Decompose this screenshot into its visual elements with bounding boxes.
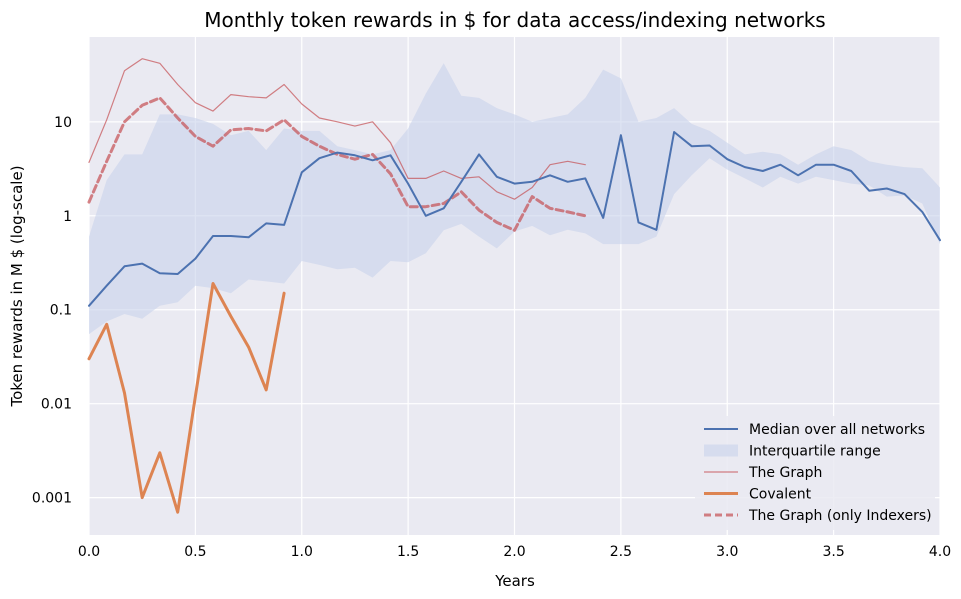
x-tick-label: 3.5 [822,544,844,560]
x-tick-label: 0.5 [184,544,206,560]
y-tick-label: 1 [63,209,72,225]
legend: Median over all networks Interquartile ra… [695,416,935,530]
series-covalent [87,282,286,514]
y-tick-label: 10 [54,115,72,131]
x-axis-ticks: 0.0 0.5 1.0 1.5 2.0 2.5 3.0 3.5 4.0 [78,544,951,560]
chart-title: Monthly token rewards in $ for data acce… [204,8,825,32]
x-axis-label: Years [494,572,535,590]
x-tick-label: 1.0 [291,544,313,560]
legend-item-covalent-label: Covalent [749,487,812,503]
x-tick-label: 2.0 [503,544,525,560]
legend-item-the-graph-label: The Graph [748,465,822,481]
legend-item-median-label: Median over all networks [749,422,925,438]
x-tick-label: 2.5 [610,544,632,560]
plot-series [87,58,941,514]
series-median [88,131,941,307]
y-axis-ticks: 0.001 0.01 0.1 1 10 [32,115,72,507]
series-the-graph [88,58,586,200]
series-the-graph-only-indexers [87,96,587,232]
x-tick-label: 0.0 [78,544,100,560]
y-tick-label: 0.001 [32,491,72,507]
y-axis-label: Token rewards in M $ (log-scale) [8,165,26,407]
legend-item-the-graph-only-indexers-label: The Graph (only Indexers) [748,508,932,524]
y-tick-label: 0.01 [41,397,72,413]
legend-item-interquartile-range-label: Interquartile range [749,444,881,460]
y-tick-label: 0.1 [50,303,72,319]
x-tick-label: 4.0 [929,544,951,560]
legend-box [695,416,935,530]
x-tick-label: 1.5 [397,544,419,560]
legend-item-interquartile-range-swatch [704,444,738,457]
x-tick-label: 3.0 [716,544,738,560]
